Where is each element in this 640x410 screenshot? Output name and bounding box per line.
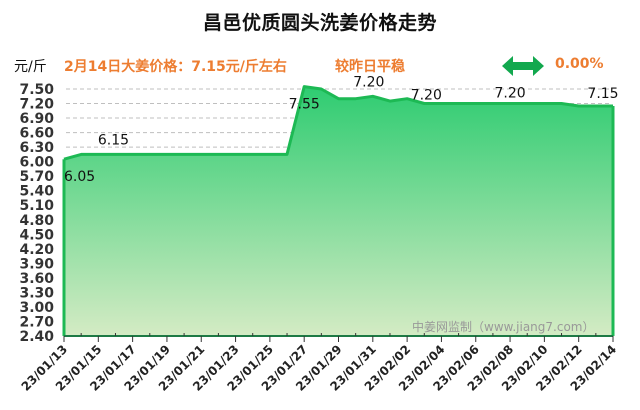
- y-tick-label: 2.40: [19, 329, 54, 345]
- data-label: 6.15: [98, 132, 129, 148]
- price-area: [64, 86, 613, 336]
- data-labels: 6.05 6.15 7.55 7.20 7.20 7.20 7.15: [64, 74, 619, 185]
- y-tick-label: 7.50: [19, 82, 54, 98]
- y-tick-label: 4.50: [19, 227, 54, 243]
- double-arrow-icon: [502, 56, 544, 76]
- data-label: 6.05: [64, 169, 95, 185]
- data-label: 7.20: [353, 74, 384, 90]
- data-label: 7.20: [411, 88, 442, 104]
- y-tick-label: 5.10: [19, 198, 54, 214]
- y-tick-label: 6.60: [19, 126, 54, 142]
- y-tick-label: 3.30: [19, 285, 54, 301]
- y-tick-label: 3.00: [19, 300, 54, 316]
- y-tick-label: 3.90: [19, 256, 54, 272]
- change-percent: 0.00%: [555, 56, 604, 72]
- y-tick-label: 6.90: [19, 111, 54, 127]
- x-axis: 23/01/1323/01/1523/01/1723/01/1923/01/21…: [19, 333, 619, 394]
- y-axis-unit: 元/斤: [14, 59, 47, 75]
- y-tick-label: 5.40: [19, 184, 54, 200]
- watermark: 中姜网监制（www.jiang7.com）: [412, 319, 594, 334]
- y-tick-label: 7.20: [19, 97, 54, 113]
- data-label: 7.55: [289, 97, 320, 113]
- y-tick-label: 6.00: [19, 155, 54, 171]
- y-tick-label: 2.70: [19, 314, 54, 330]
- y-tick-label: 4.80: [19, 213, 54, 229]
- compare-label: 较昨日平稳: [335, 59, 405, 75]
- price-note: 2月14日大姜价格：7.15元/斤左右: [64, 59, 287, 75]
- y-tick-label: 3.60: [19, 271, 54, 287]
- chart-title: 昌邑优质圆头洗姜价格走势: [202, 12, 437, 34]
- y-tick-label: 6.30: [19, 140, 54, 156]
- y-axis: 7.507.206.906.606.306.005.705.405.104.80…: [19, 82, 54, 345]
- data-label: 7.15: [587, 86, 618, 102]
- y-tick-label: 5.70: [19, 169, 54, 185]
- y-tick-label: 4.20: [19, 242, 54, 258]
- data-label: 7.20: [494, 86, 525, 102]
- price-line: [63, 85, 613, 161]
